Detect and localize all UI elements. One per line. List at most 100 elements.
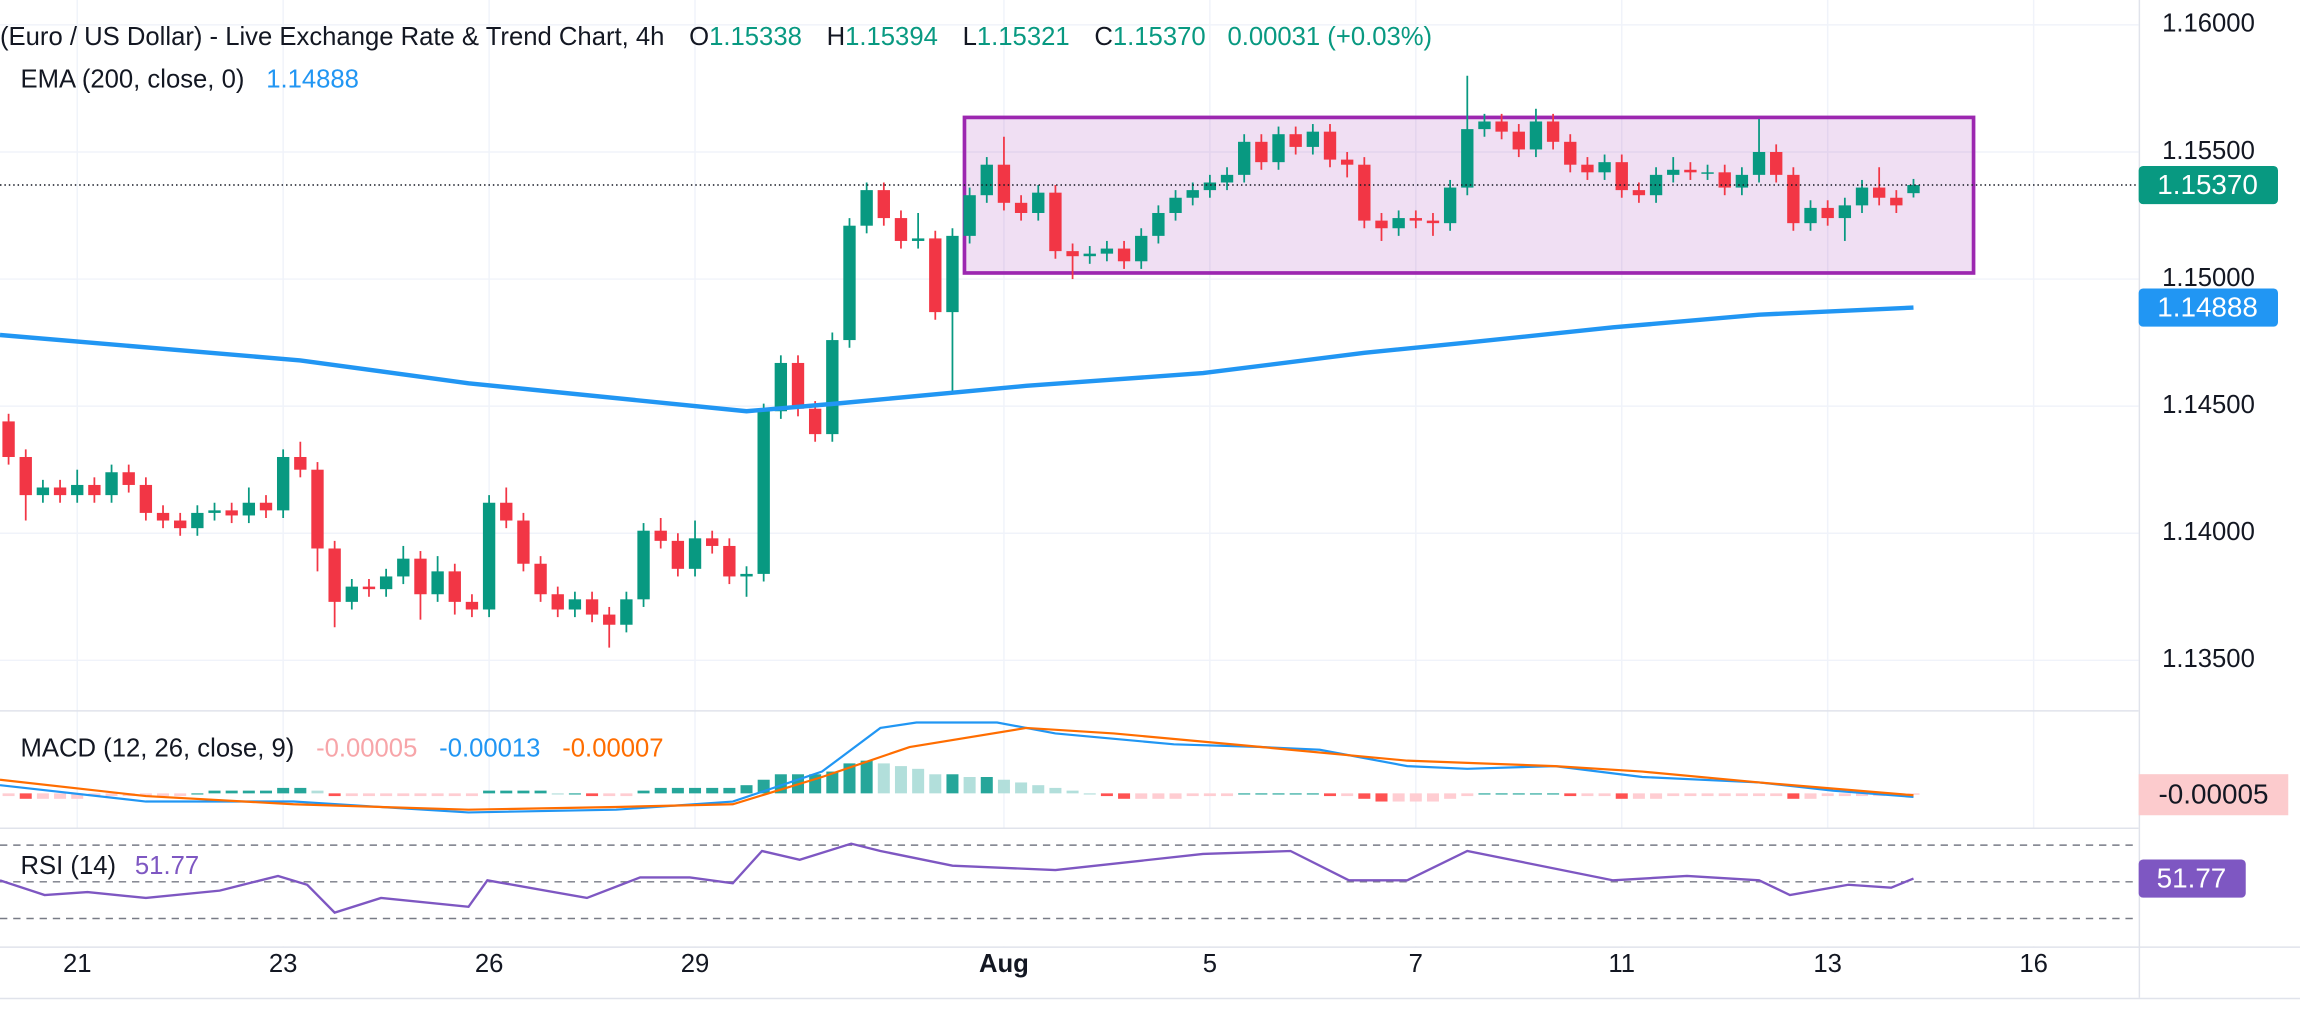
candle-body [174, 520, 187, 529]
macd-histogram-bar [311, 790, 324, 794]
candle-body [156, 512, 170, 521]
macd-histogram-bar [1804, 793, 1817, 799]
macd-histogram-bar [1032, 785, 1045, 794]
candle-body [791, 362, 805, 409]
ema-line [0, 305, 1914, 414]
macd-histogram-bar [36, 793, 49, 799]
candle-body [465, 601, 479, 610]
macd-histogram-bar [2, 793, 15, 797]
candle-body [1890, 197, 1903, 206]
macd-histogram-bar [1341, 793, 1354, 797]
macd-histogram-bar [929, 774, 942, 794]
candle-body [1787, 174, 1800, 224]
candle-body [1014, 202, 1028, 213]
macd-histogram-bar [259, 790, 273, 794]
macd-histogram-bar [242, 790, 255, 794]
ema-legend: EMA (200, close, 0) 1.14888 [21, 65, 359, 93]
candle-body [1083, 253, 1096, 257]
macd-histogram-bar [1066, 790, 1079, 794]
ema-badge [2138, 288, 2278, 327]
candle-body [1117, 248, 1131, 262]
macd-histogram-bar [139, 793, 152, 797]
candle-body [208, 510, 221, 513]
rsi-title: RSI (14) [21, 852, 117, 880]
ohlc-key: H [827, 23, 846, 51]
candle-body [294, 456, 307, 470]
macd-histogram-bar [826, 771, 839, 794]
candle-body [911, 238, 925, 241]
candle-body [1100, 248, 1114, 254]
macd-histogram-bar [71, 793, 84, 799]
header-title: (Euro / US Dollar) - Live Exchange Rate … [0, 23, 664, 51]
candle-body [980, 164, 993, 196]
macd-histogram-bar [1461, 793, 1474, 797]
candle-body [53, 487, 67, 496]
macd-histogram-bar [345, 793, 358, 797]
macd-histogram-bar [1272, 793, 1285, 795]
candle-body [105, 472, 118, 496]
macd-histogram-bar [1221, 793, 1234, 797]
macd-histogram-bar [1770, 793, 1783, 797]
macd-histogram-bar [157, 793, 170, 797]
candle-body [1426, 220, 1440, 224]
candle-body [517, 520, 530, 564]
candle-body [1049, 192, 1062, 252]
candle-body [276, 456, 290, 511]
candle-body [894, 218, 908, 241]
candle-body [1495, 121, 1508, 132]
candle-body [1855, 187, 1869, 206]
macd-histogram-bar [620, 793, 633, 797]
candle-body [1478, 121, 1491, 130]
candle-body [1752, 151, 1766, 175]
candle-body [379, 576, 393, 590]
candle-body [1169, 197, 1182, 213]
candle-body [36, 487, 50, 496]
candle-body [397, 558, 410, 577]
candle-body [1632, 190, 1646, 196]
candle-body [448, 571, 461, 602]
macd-legend: MACD (12, 26, close, 9) -0.00005 -0.0001… [21, 735, 664, 763]
macd-histogram-bar [1907, 793, 1920, 795]
labels: (Euro / US Dollar) - Live Exchange Rate … [0, 10, 2289, 978]
candle-body [1220, 174, 1234, 183]
macd-histogram-bar [1255, 793, 1268, 795]
macd-histogram-bar [843, 763, 856, 794]
candle-body [1186, 190, 1199, 198]
macd-histogram-bar [1718, 793, 1731, 797]
candle-body [1684, 169, 1697, 173]
macd-badge-label: -0.00005 [2158, 779, 2268, 810]
rsi-legend: RSI (14) 51.77 [21, 852, 200, 880]
macd-histogram-bar [1495, 793, 1508, 795]
macd-histogram-bar [980, 777, 993, 794]
x-tick-label: 23 [269, 950, 298, 978]
macd-histogram-bar [671, 787, 684, 794]
candle-body [225, 510, 238, 516]
candle-body [500, 502, 513, 521]
candle-body [1667, 169, 1680, 175]
candle-body [877, 190, 890, 219]
price-badge [2138, 165, 2278, 205]
candle-body [654, 530, 667, 541]
macd-histogram-bar [1135, 793, 1148, 799]
x-tick-label: 13 [1813, 950, 1842, 978]
macd-histogram-bar [997, 779, 1010, 794]
x-tick-label: 26 [475, 950, 504, 978]
y-tick-label: 1.16000 [2162, 10, 2255, 38]
candle-body [1032, 192, 1045, 213]
macd-histogram-bar [483, 790, 496, 794]
candle-body [534, 563, 547, 595]
macd-histogram-bar [963, 777, 976, 794]
macd-histogram-bar [1186, 793, 1199, 797]
candle-body [1461, 129, 1474, 188]
macd-line [0, 721, 1914, 814]
candle-body [362, 586, 376, 590]
macd-histogram-bar [1856, 793, 1869, 797]
candle-body [139, 484, 153, 513]
macd-histogram-bar [465, 793, 478, 797]
macd-histogram-bar [1238, 793, 1251, 795]
macd-title: MACD (12, 26, close, 9) [21, 735, 295, 763]
macd-histogram-bar [1615, 793, 1628, 799]
candle-body [1735, 174, 1749, 188]
candle-body [929, 238, 942, 313]
